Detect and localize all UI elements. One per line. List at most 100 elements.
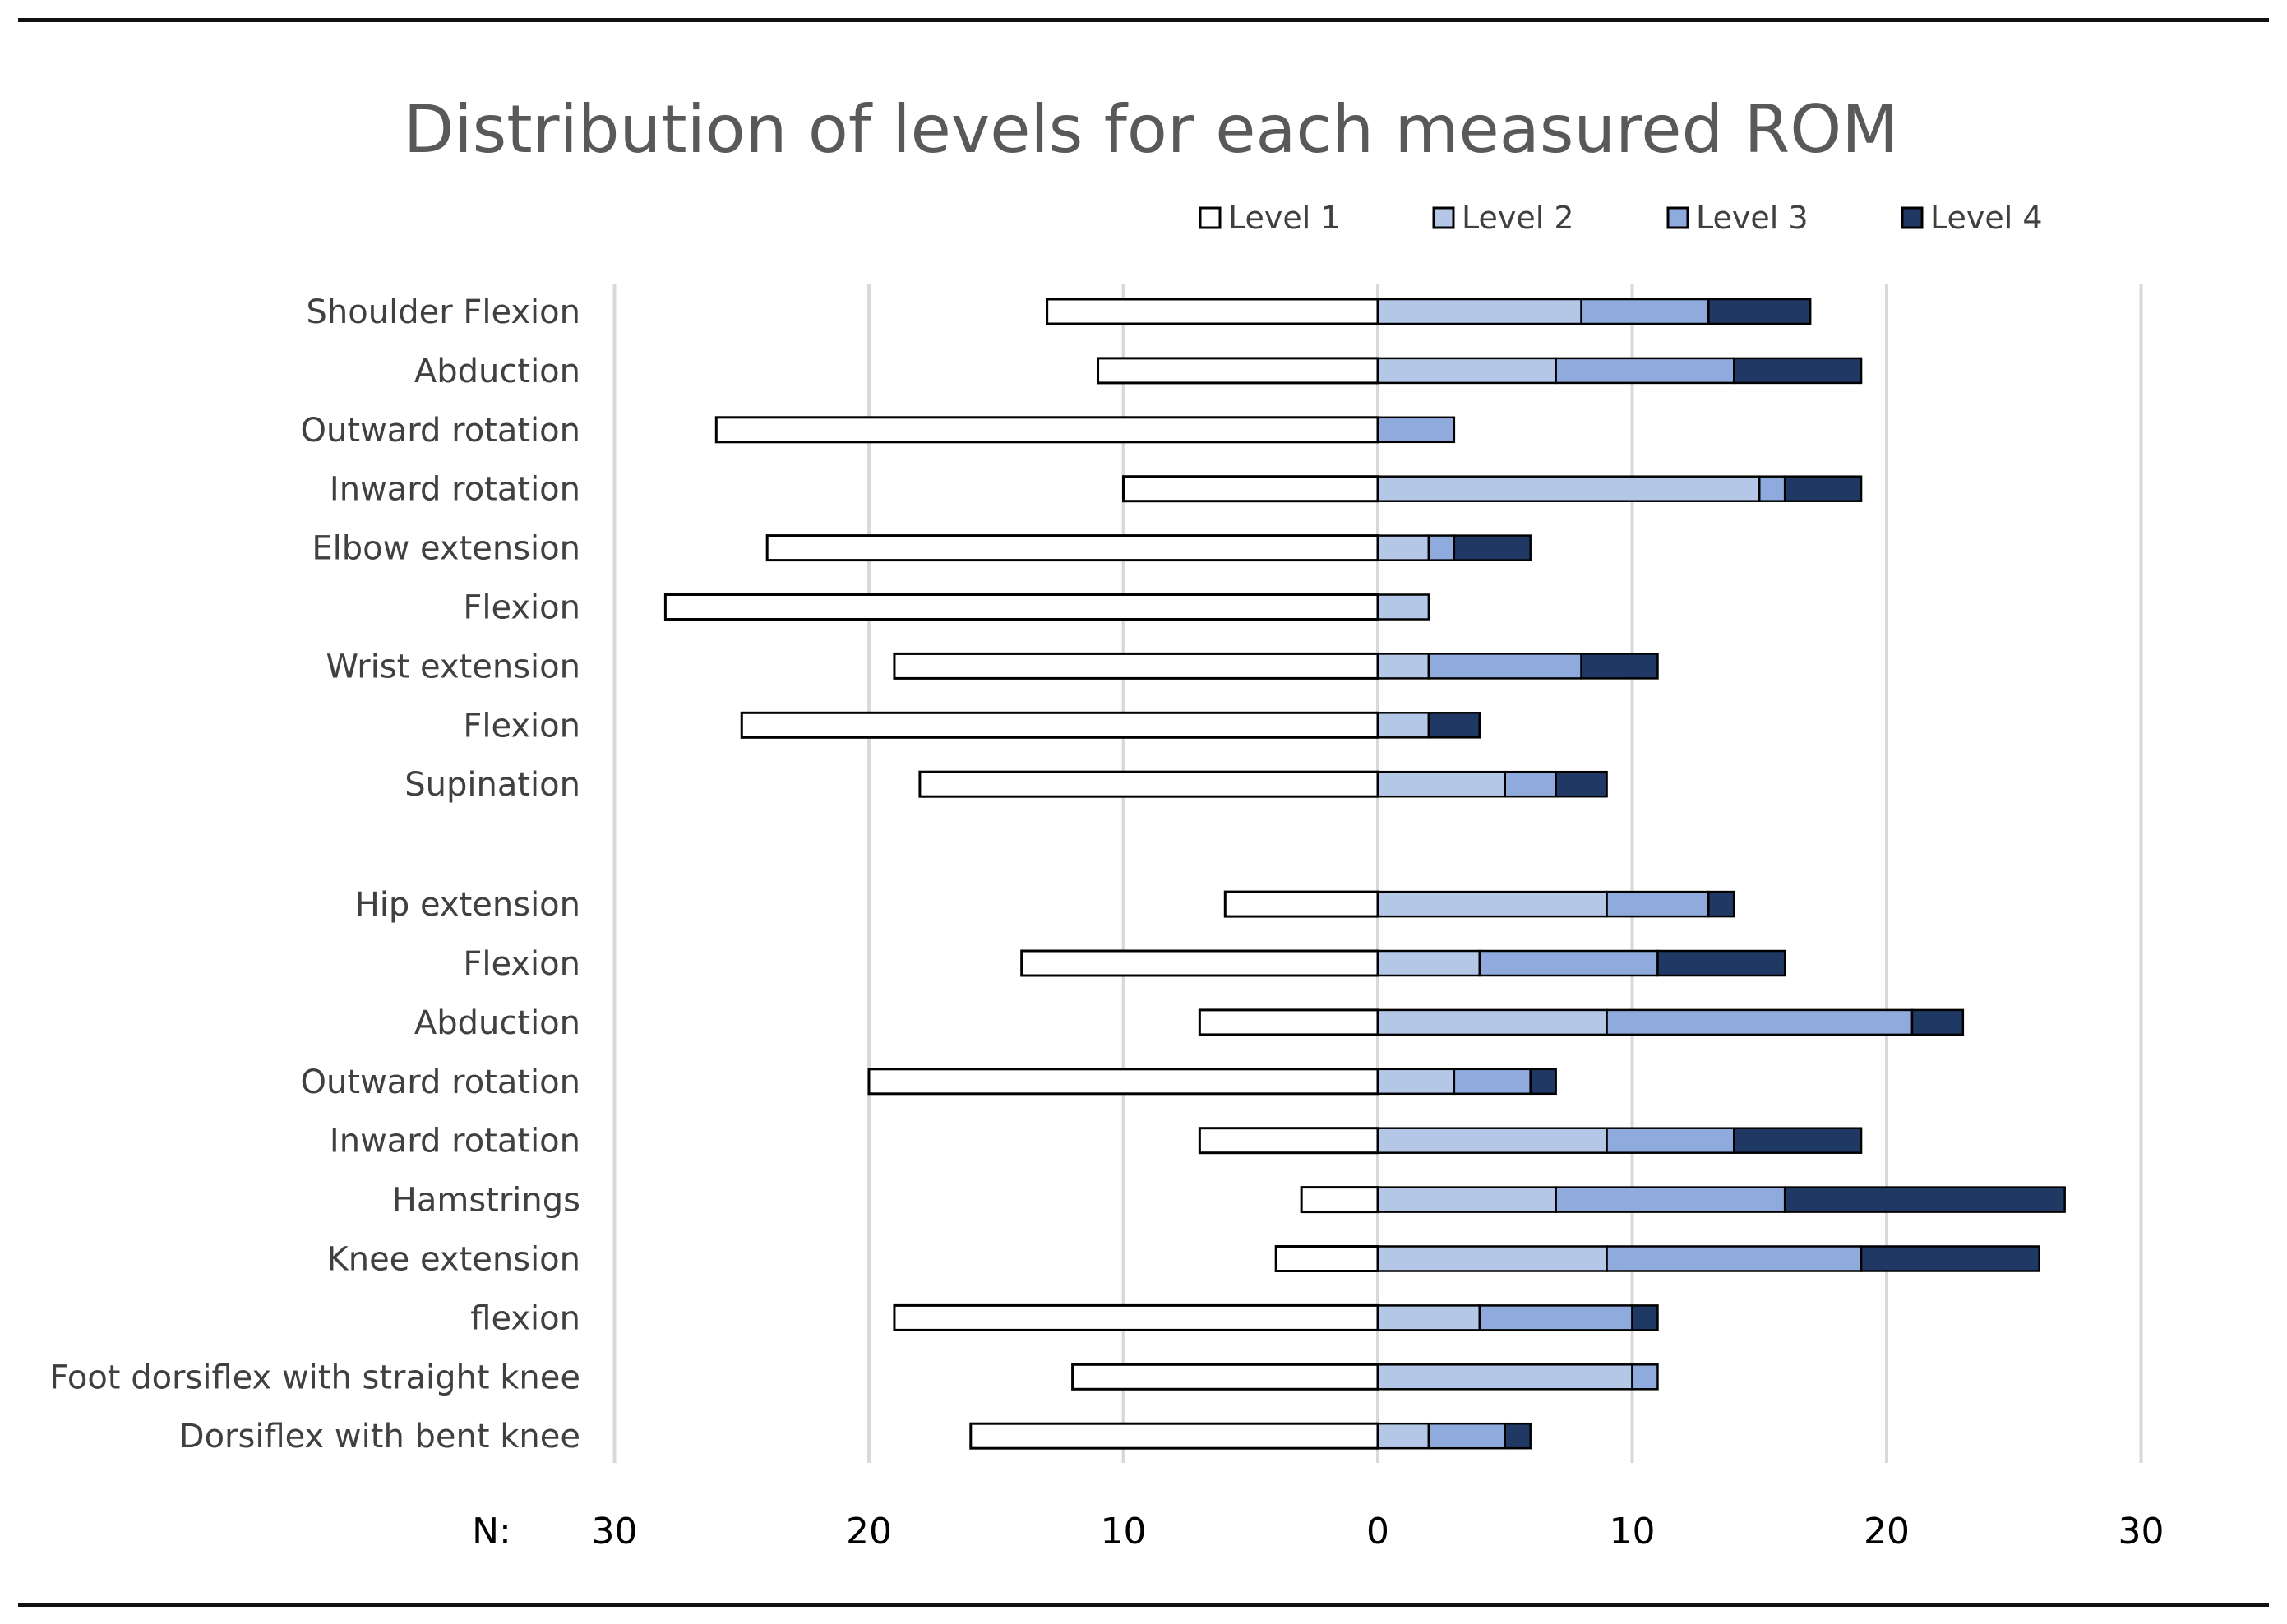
bar-level-3-3 <box>1758 475 1786 502</box>
bar-level-1-6 <box>893 652 1379 680</box>
bar-level-3-0 <box>1580 298 1710 325</box>
bar-level-2-14 <box>1376 1186 1557 1213</box>
legend-label-level-1: Level 1 <box>1228 200 1341 236</box>
bar-level-4-10 <box>1656 949 1786 977</box>
bar-level-1-7 <box>740 711 1379 739</box>
bar-level-3-17 <box>1631 1363 1659 1391</box>
category-label-18: Dorsiflex with bent knee <box>179 1418 580 1456</box>
legend-swatch-level-2 <box>1432 206 1455 229</box>
bar-level-1-1 <box>1097 357 1379 385</box>
bar-level-3-12 <box>1453 1068 1532 1096</box>
bar-level-3-16 <box>1478 1304 1633 1331</box>
bar-level-2-3 <box>1376 475 1761 502</box>
category-label-14: Hamstrings <box>392 1182 580 1220</box>
bar-level-3-13 <box>1606 1127 1735 1154</box>
bar-level-4-15 <box>1860 1245 2040 1272</box>
top-rule <box>18 18 2269 22</box>
category-label-9: Hip extension <box>355 886 580 924</box>
bar-level-4-4 <box>1453 534 1532 561</box>
bar-level-1-12 <box>867 1068 1379 1096</box>
bar-level-1-18 <box>969 1422 1379 1450</box>
bar-level-1-13 <box>1198 1127 1379 1155</box>
bar-level-1-5 <box>663 593 1379 621</box>
chart-title: Distribution of levels for each measured… <box>404 91 1899 168</box>
bar-level-4-0 <box>1707 298 1812 325</box>
category-label-4: Elbow extension <box>312 530 580 568</box>
legend: Level 1 Level 2 Level 3 Level 4 <box>1199 200 2043 236</box>
bar-level-1-17 <box>1071 1363 1379 1391</box>
bar-level-4-11 <box>1910 1008 1965 1036</box>
category-label-7: Flexion <box>463 707 580 745</box>
bars <box>663 298 2066 1450</box>
bar-level-2-17 <box>1376 1363 1633 1391</box>
category-label-12: Outward rotation <box>301 1063 580 1101</box>
bar-level-1-15 <box>1274 1245 1379 1272</box>
bar-level-2-18 <box>1376 1422 1430 1450</box>
bar-level-2-1 <box>1376 357 1557 385</box>
bar-level-4-3 <box>1783 475 1863 502</box>
bar-level-2-11 <box>1376 1008 1608 1036</box>
bar-level-2-7 <box>1376 712 1430 739</box>
bar-level-2-6 <box>1376 653 1430 680</box>
x-axis-label: N: <box>472 1511 511 1552</box>
bar-level-1-3 <box>1122 475 1379 503</box>
x-tick-label-3: 0 <box>1366 1511 1389 1552</box>
bar-level-4-9 <box>1707 890 1735 918</box>
bar-level-2-10 <box>1376 949 1481 977</box>
bar-level-4-6 <box>1580 653 1659 680</box>
legend-swatch-level-3 <box>1666 206 1689 229</box>
bar-level-1-10 <box>1020 949 1379 977</box>
bar-level-1-4 <box>765 534 1379 562</box>
gridlines <box>612 284 2143 1463</box>
category-labels: Shoulder Flexion Abduction Outward rotatio… <box>49 293 580 1456</box>
bar-level-4-1 <box>1733 357 1863 385</box>
bar-level-4-7 <box>1427 712 1481 739</box>
legend-label-level-2: Level 2 <box>1462 200 1574 236</box>
bar-level-3-11 <box>1606 1008 1914 1036</box>
category-label-6: Wrist extension <box>326 648 580 685</box>
bar-level-1-8 <box>918 770 1379 798</box>
bottom-rule <box>18 1603 2269 1607</box>
bar-level-1-16 <box>893 1303 1379 1331</box>
bar-level-2-4 <box>1376 534 1430 561</box>
legend-swatch-level-1 <box>1199 206 1222 229</box>
x-tick-label-6: 30 <box>2118 1511 2165 1552</box>
bar-level-1-11 <box>1198 1008 1379 1036</box>
legend-swatch-level-4 <box>1901 206 1924 229</box>
bar-level-3-4 <box>1427 534 1456 561</box>
x-tick-label-0: 30 <box>592 1511 638 1552</box>
bar-level-2-16 <box>1376 1304 1481 1331</box>
category-label-15: Knee extension <box>326 1241 580 1279</box>
bar-level-3-14 <box>1555 1186 1786 1213</box>
bar-level-3-18 <box>1427 1422 1507 1450</box>
bar-level-2-9 <box>1376 890 1608 918</box>
bar-level-2-13 <box>1376 1127 1608 1154</box>
bar-level-3-2 <box>1376 416 1456 444</box>
bar-level-2-5 <box>1376 593 1430 621</box>
category-label-16: flexion <box>470 1299 580 1337</box>
bar-level-1-14 <box>1300 1186 1379 1214</box>
x-tick-label-4: 10 <box>1610 1511 1656 1552</box>
x-tick-label-2: 10 <box>1101 1511 1147 1552</box>
bar-level-1-9 <box>1223 890 1379 918</box>
bar-level-3-15 <box>1606 1245 1863 1272</box>
category-label-10: Flexion <box>463 945 580 983</box>
category-label-11: Abduction <box>414 1004 580 1042</box>
x-tick-label-1: 20 <box>846 1511 892 1552</box>
bar-level-3-8 <box>1504 770 1557 798</box>
bar-level-3-10 <box>1478 949 1659 977</box>
category-label-1: Abduction <box>414 353 580 390</box>
bar-level-4-18 <box>1504 1422 1532 1450</box>
bar-level-3-6 <box>1427 653 1582 680</box>
x-axis: N: 30 20 10 0 10 20 30 <box>472 1511 2164 1552</box>
bar-level-4-8 <box>1555 770 1608 798</box>
bar-level-4-12 <box>1529 1068 1557 1096</box>
category-label-3: Inward rotation <box>330 471 580 509</box>
bar-level-4-13 <box>1733 1127 1863 1154</box>
bar-level-2-12 <box>1376 1068 1456 1096</box>
bar-level-4-14 <box>1783 1186 2066 1213</box>
bar-level-4-16 <box>1631 1304 1659 1331</box>
legend-label-level-4: Level 4 <box>1930 200 2043 236</box>
bar-level-2-0 <box>1376 298 1582 325</box>
